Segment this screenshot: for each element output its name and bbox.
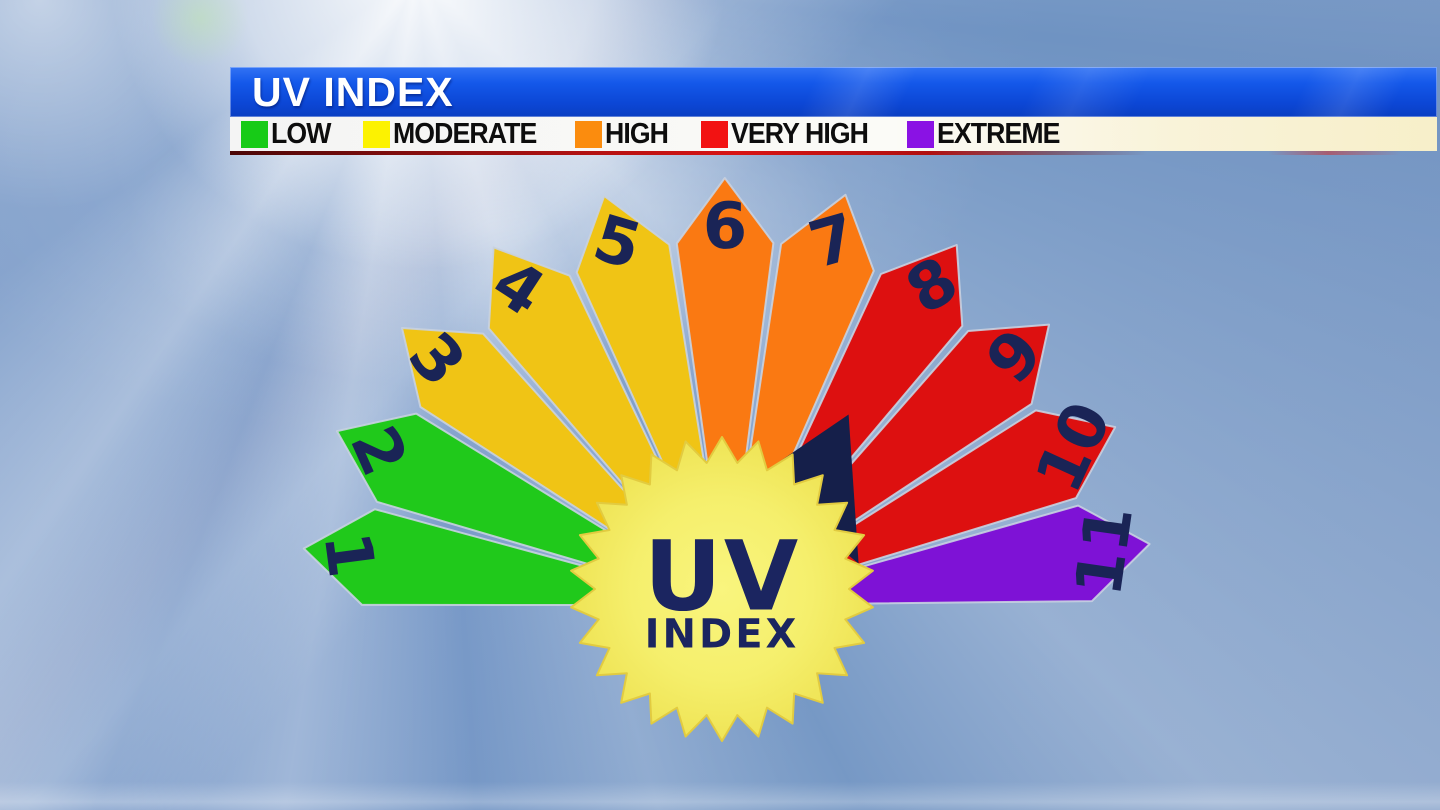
legend-label: HIGH [605, 117, 669, 150]
low-color-swatch [241, 120, 268, 148]
uv-badge-sun [570, 436, 874, 742]
gauge-segment-label-6: 6 [703, 190, 748, 264]
uv-badge-title: UV [644, 521, 800, 633]
moderate-color-swatch [362, 120, 390, 148]
very-high-color-swatch [700, 120, 728, 148]
title-bar: UV INDEX [230, 67, 1437, 117]
extreme-color-swatch [906, 120, 934, 148]
legend-item-very-high: VERY HIGH [700, 117, 880, 151]
legend-item-extreme: EXTREME [906, 117, 1070, 151]
legend-item-low: LOW [241, 118, 336, 151]
uv-badge-subtitle: INDEX [645, 611, 800, 657]
gauge-segment-label-11: 11 [1062, 502, 1148, 601]
page-title: UV INDEX [252, 69, 454, 115]
legend: LOW MODERATE HIGH VERY HIGH EXTREME [230, 117, 1437, 151]
high-color-swatch [575, 120, 603, 148]
header: UV INDEX LOW MODERATE HIGH VERY HIGH EXT… [230, 67, 1437, 155]
legend-label: LOW [271, 117, 331, 150]
legend-underline [230, 151, 1437, 155]
legend-label: MODERATE [392, 117, 537, 150]
legend-label: VERY HIGH [730, 117, 869, 150]
legend-item-moderate: MODERATE [362, 117, 549, 151]
legend-label: EXTREME [936, 117, 1060, 150]
legend-item-high: HIGH [575, 118, 674, 151]
gauge-segment-label-1: 1 [309, 528, 388, 582]
